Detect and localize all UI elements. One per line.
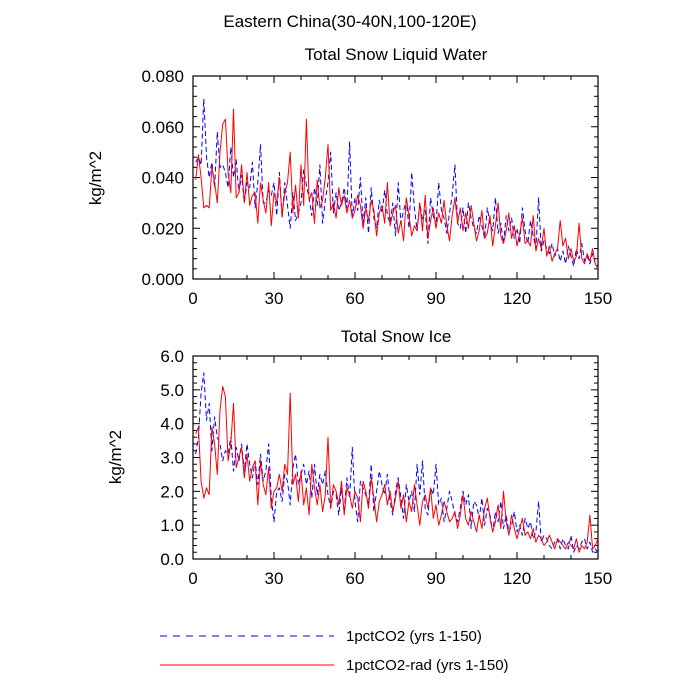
- x-tick-label: 90: [427, 569, 446, 588]
- legend: 1pctCO2 (yrs 1-150) 1pctCO2-rad (yrs 1-1…: [160, 628, 509, 674]
- x-tick-label: 30: [265, 569, 284, 588]
- y-tick-label: 4.0: [160, 415, 184, 434]
- y-tick-label: 1.0: [160, 516, 184, 535]
- x-tick-label: 120: [503, 569, 531, 588]
- y-tick-label: 2.0: [160, 482, 184, 501]
- x-tick-label: 60: [346, 289, 365, 308]
- series-line-1pctco2-rad: [195, 108, 599, 270]
- x-tick-label: 0: [188, 569, 197, 588]
- x-tick-label: 150: [584, 569, 612, 588]
- figure-title: Eastern China(30-40N,100-120E): [223, 12, 476, 31]
- y-tick-label: 0.020: [141, 219, 184, 238]
- x-tick-label: 120: [503, 289, 531, 308]
- y-axis-label: kg/m^2: [106, 430, 125, 484]
- x-tick-label: 30: [265, 289, 284, 308]
- x-tick-label: 90: [427, 289, 446, 308]
- panel-snow-ice: Total Snow Ice kg/m^2 0 30 60 90 120 150 0.0 1.…: [106, 327, 612, 588]
- y-tick-label: 5.0: [160, 381, 184, 400]
- legend-label-1pctco2-rad: 1pctCO2-rad (yrs 1-150): [346, 657, 509, 674]
- panel-title: Total Snow Liquid Water: [305, 45, 488, 64]
- series-line-1pctco2: [195, 98, 599, 267]
- plot-area: 0 30 60 90 120 150 0.000 0.020 0.040 0.060 0.080: [141, 67, 612, 308]
- legend-label-1pctco2: 1pctCO2 (yrs 1-150): [346, 628, 482, 645]
- x-tick-label: 150: [584, 289, 612, 308]
- y-tick-label: 6.0: [160, 347, 184, 366]
- y-tick-label: 0.080: [141, 67, 184, 86]
- series-line-1pctco2-rad: [195, 386, 599, 553]
- plot-area: 0 30 60 90 120 150 0.0 1.0 2.0 3.0 4.0 5.0 6.0: [160, 347, 612, 588]
- y-tick-label: 0.000: [141, 270, 184, 289]
- panel-snow-liquid-water: Total Snow Liquid Water kg/m^2 0 30 60 90 12…: [86, 45, 612, 308]
- x-tick-label: 60: [346, 569, 365, 588]
- y-tick-label: 0.040: [141, 169, 184, 188]
- y-tick-label: 0.0: [160, 550, 184, 569]
- series-line-1pctco2: [195, 372, 599, 553]
- plot-frame: [192, 355, 599, 560]
- panel-title: Total Snow Ice: [341, 327, 452, 346]
- y-axis-label: kg/m^2: [86, 151, 105, 205]
- y-tick-label: 3.0: [160, 449, 184, 468]
- x-tick-label: 0: [188, 289, 197, 308]
- y-tick-label: 0.060: [141, 118, 184, 137]
